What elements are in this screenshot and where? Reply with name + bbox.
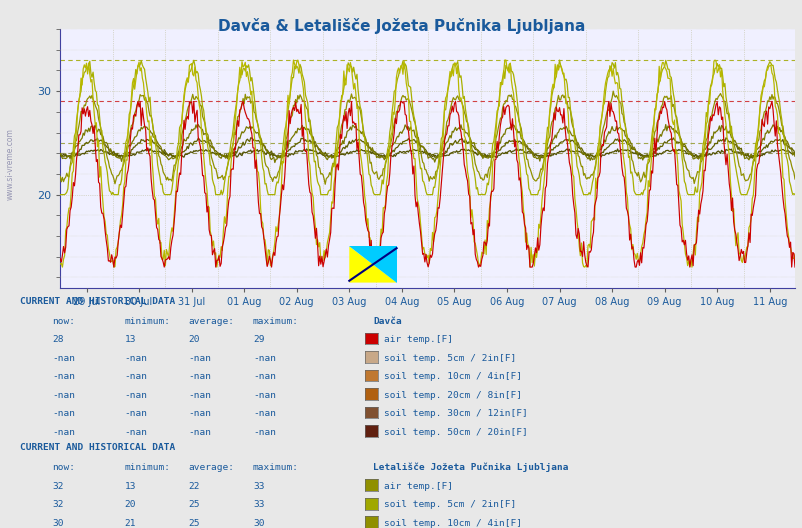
- Text: -nan: -nan: [124, 372, 148, 381]
- Text: 22: 22: [188, 482, 200, 491]
- Text: 20: 20: [188, 335, 200, 344]
- Polygon shape: [349, 247, 396, 282]
- Text: 33: 33: [253, 501, 264, 510]
- Text: 13: 13: [124, 335, 136, 344]
- Text: 32: 32: [52, 482, 63, 491]
- Text: -nan: -nan: [124, 409, 148, 418]
- Text: 25: 25: [188, 519, 200, 528]
- Polygon shape: [349, 247, 396, 282]
- Text: -nan: -nan: [253, 354, 276, 363]
- Text: air temp.[F]: air temp.[F]: [383, 482, 452, 491]
- Text: Davča: Davča: [373, 317, 402, 326]
- Text: -nan: -nan: [124, 354, 148, 363]
- Text: maximum:: maximum:: [253, 317, 298, 326]
- Text: air temp.[F]: air temp.[F]: [383, 335, 452, 344]
- Text: -nan: -nan: [188, 372, 212, 381]
- Text: minimum:: minimum:: [124, 464, 170, 473]
- Text: minimum:: minimum:: [124, 317, 170, 326]
- Text: 29: 29: [253, 335, 264, 344]
- Text: -nan: -nan: [52, 428, 75, 437]
- Text: soil temp. 5cm / 2in[F]: soil temp. 5cm / 2in[F]: [383, 501, 516, 510]
- Text: 30: 30: [52, 519, 63, 528]
- Text: 30: 30: [253, 519, 264, 528]
- Text: -nan: -nan: [188, 354, 212, 363]
- Text: 13: 13: [124, 482, 136, 491]
- Text: 32: 32: [52, 501, 63, 510]
- Text: www.si-vreme.com: www.si-vreme.com: [6, 128, 15, 200]
- Text: -nan: -nan: [52, 391, 75, 400]
- Text: -nan: -nan: [188, 409, 212, 418]
- Text: soil temp. 20cm / 8in[F]: soil temp. 20cm / 8in[F]: [383, 391, 521, 400]
- Text: soil temp. 10cm / 4in[F]: soil temp. 10cm / 4in[F]: [383, 519, 521, 528]
- Text: 33: 33: [253, 482, 264, 491]
- Text: maximum:: maximum:: [253, 464, 298, 473]
- Text: 25: 25: [188, 501, 200, 510]
- Text: -nan: -nan: [188, 391, 212, 400]
- Text: -nan: -nan: [253, 428, 276, 437]
- Text: 28: 28: [52, 335, 63, 344]
- Text: -nan: -nan: [253, 391, 276, 400]
- Text: -nan: -nan: [52, 372, 75, 381]
- Text: CURRENT AND HISTORICAL DATA: CURRENT AND HISTORICAL DATA: [20, 297, 175, 306]
- Text: soil temp. 50cm / 20in[F]: soil temp. 50cm / 20in[F]: [383, 428, 527, 437]
- Text: soil temp. 30cm / 12in[F]: soil temp. 30cm / 12in[F]: [383, 409, 527, 418]
- Text: now:: now:: [52, 317, 75, 326]
- Text: average:: average:: [188, 317, 234, 326]
- Text: 20: 20: [124, 501, 136, 510]
- Text: -nan: -nan: [52, 409, 75, 418]
- Text: -nan: -nan: [188, 428, 212, 437]
- Text: soil temp. 5cm / 2in[F]: soil temp. 5cm / 2in[F]: [383, 354, 516, 363]
- Text: Davča & Letališče Jožeta Pučnika Ljubljana: Davča & Letališče Jožeta Pučnika Ljublja…: [217, 18, 585, 34]
- Text: -nan: -nan: [253, 409, 276, 418]
- Text: CURRENT AND HISTORICAL DATA: CURRENT AND HISTORICAL DATA: [20, 444, 175, 452]
- Text: -nan: -nan: [52, 354, 75, 363]
- Text: average:: average:: [188, 464, 234, 473]
- Text: -nan: -nan: [124, 391, 148, 400]
- Text: -nan: -nan: [253, 372, 276, 381]
- Text: Letališče Jožeta Pučnika Ljubljana: Letališče Jožeta Pučnika Ljubljana: [373, 463, 568, 473]
- Text: soil temp. 10cm / 4in[F]: soil temp. 10cm / 4in[F]: [383, 372, 521, 381]
- Text: 21: 21: [124, 519, 136, 528]
- Text: now:: now:: [52, 464, 75, 473]
- Text: -nan: -nan: [124, 428, 148, 437]
